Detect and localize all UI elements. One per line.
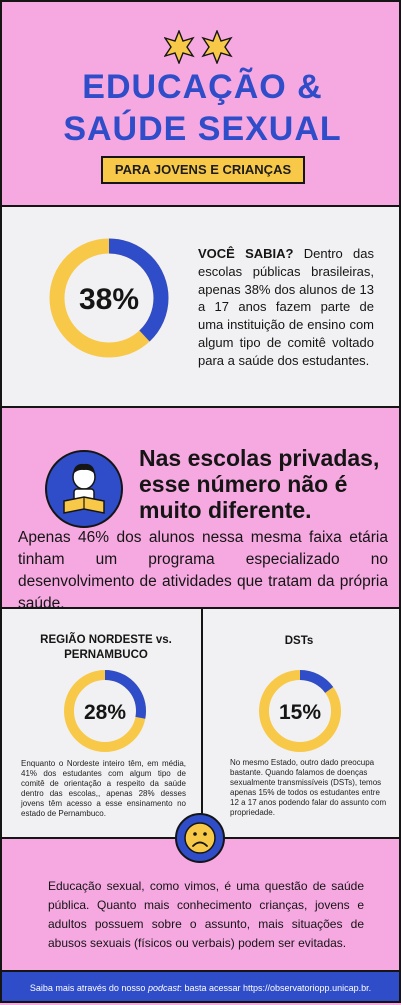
stars-decoration bbox=[164, 30, 233, 64]
subtitle-badge: PARA JOVENS E CRIANÇAS bbox=[101, 156, 305, 184]
donut-value: 15% bbox=[279, 701, 321, 724]
private-schools-text: Apenas 46% dos alunos nessa mesma faixa … bbox=[18, 529, 388, 612]
dst-text: No mesmo Estado, outro dado preocupa bas… bbox=[230, 758, 387, 817]
donut-value: 28% bbox=[84, 701, 126, 724]
public-stat-body: Dentro das escolas públicas brasileiras,… bbox=[198, 246, 375, 368]
title-line-1: EDUCAÇÃO & bbox=[82, 68, 323, 106]
donut-chart-region: 28% bbox=[64, 670, 146, 752]
footer-podcast: podcast bbox=[147, 983, 180, 993]
stats-comparison-section: REGIÃO NORDESTE vs. PERNAMBUCO 28% Enqua… bbox=[0, 607, 401, 841]
private-schools-section: Nas escolas privadas, esse número não é … bbox=[0, 408, 401, 612]
title-line-2: SAÚDE SEXUAL bbox=[63, 110, 342, 148]
donut-progress-arc bbox=[259, 670, 341, 752]
public-stat-text: VOCÊ SABIA? Dentro das escolas públicas … bbox=[198, 245, 374, 370]
dst-heading: DSTs bbox=[284, 635, 314, 647]
footer-prefix: Saiba mais através do nosso bbox=[29, 983, 148, 993]
closing-section: Educação sexual, como vimos, é uma quest… bbox=[0, 839, 401, 970]
footer-link-text[interactable]: : basta acessar https://observatoriopp.u… bbox=[179, 983, 372, 993]
region-heading: REGIÃO NORDESTE vs. PERNAMBUCO bbox=[40, 634, 172, 661]
region-text: Enquanto o Nordeste inteiro têm, em médi… bbox=[21, 759, 186, 818]
star-icon bbox=[201, 30, 233, 64]
star-icon bbox=[164, 30, 195, 64]
header-section: EDUCAÇÃO & SAÚDE SEXUAL PARA JOVENS E CR… bbox=[0, 0, 401, 205]
donut-chart-public: 38% bbox=[49, 238, 169, 358]
sad-face-icon bbox=[175, 813, 225, 863]
donut-progress-arc bbox=[64, 670, 146, 752]
child-reading-icon bbox=[45, 450, 123, 528]
column-divider bbox=[201, 609, 203, 841]
did-you-know-label: VOCÊ SABIA? bbox=[198, 246, 294, 261]
public-schools-section: 38% VOCÊ SABIA? Dentro das escolas públi… bbox=[0, 205, 401, 408]
closing-text: Educação sexual, como vimos, é uma quest… bbox=[48, 879, 364, 950]
private-schools-heading: Nas escolas privadas, esse número não é … bbox=[139, 445, 380, 523]
donut-chart-dst: 15% bbox=[259, 670, 341, 752]
footer-banner: Saiba mais através do nosso podcast: bas… bbox=[0, 970, 401, 1003]
donut-value: 38% bbox=[79, 283, 139, 316]
donut-progress-arc bbox=[49, 238, 169, 358]
